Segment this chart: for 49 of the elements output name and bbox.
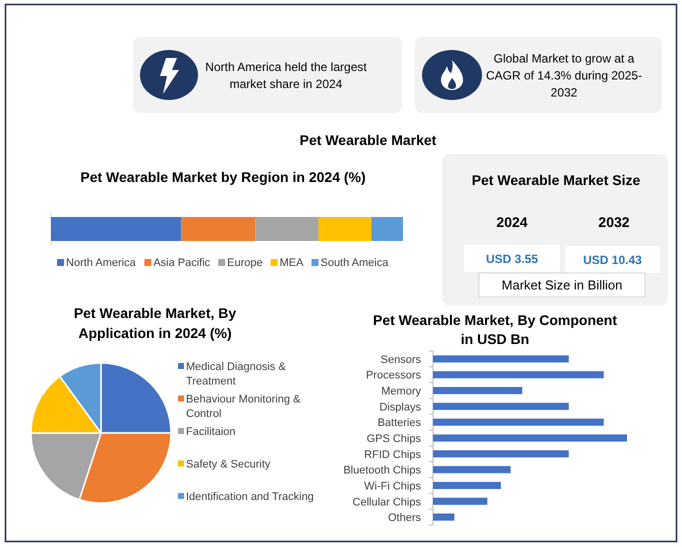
legend-label: Identification and Tracking [186,491,314,503]
y-tick-label: Memory [381,386,422,398]
bar [433,386,522,394]
bar [433,418,604,426]
category-label: 2032 [598,214,630,230]
bar [433,514,454,521]
y-tick-label: Sensors [380,354,422,366]
bar [433,482,501,490]
y-tick-label: RFID Chips [364,448,422,461]
bar [433,434,627,442]
legend-label: Asia Pacific [153,257,211,269]
bar [51,217,182,241]
category-label: 2024 [496,214,528,230]
y-tick-label: Cellular Chips [352,496,422,508]
bar [433,498,488,505]
text: Pet Wearable Market [300,132,437,148]
bar [255,217,319,241]
text: Pet Wearable Market Size [472,172,641,188]
bar [433,466,511,474]
legend-label: Behaviour Monitoring & Control [186,394,302,420]
bar [318,217,372,241]
chart-title: Pet Wearable Market by Region in 2024 (%) [80,169,366,185]
bar [371,217,403,241]
text: North America held the largest market share in 2024 [205,60,368,91]
y-tick-label: Wi-Fi Chips [364,480,422,492]
chart-title: Pet Wearable Market, By Application in 2024 (%) [74,305,236,341]
legend-label: Facilitaion [186,426,236,438]
bar [433,402,569,410]
text: Global Market to grow at a CAGR of 14.3% during 2025-2032 [486,52,642,100]
bar [433,371,604,378]
data-label: USD 10.43 [583,253,642,267]
legend-label: Safety & Security [186,458,271,470]
legend-label: South Ameica [320,257,390,269]
y-tick-label: Displays [379,401,422,414]
bar [433,355,569,362]
bar [433,450,569,458]
y-tick-label: Processors [366,370,422,382]
text: Market Size in Billion [502,278,622,292]
y-tick-label: Others [388,512,422,524]
legend-label: Medical Diagnosis & Treatment [186,361,286,388]
y-tick-label: Batteries [378,417,422,430]
legend-label: MEA [280,257,304,269]
bar [181,217,256,241]
y-tick-label: Bluetooth Chips [343,464,422,477]
legend-label: Europe [227,257,263,269]
legend-label: North America [66,257,137,269]
y-tick-label: GPS Chips [366,433,422,445]
chart-title: Pet Wearable Market, By Component in USD Bn [372,312,618,347]
data-label: USD 3.55 [486,252,538,266]
